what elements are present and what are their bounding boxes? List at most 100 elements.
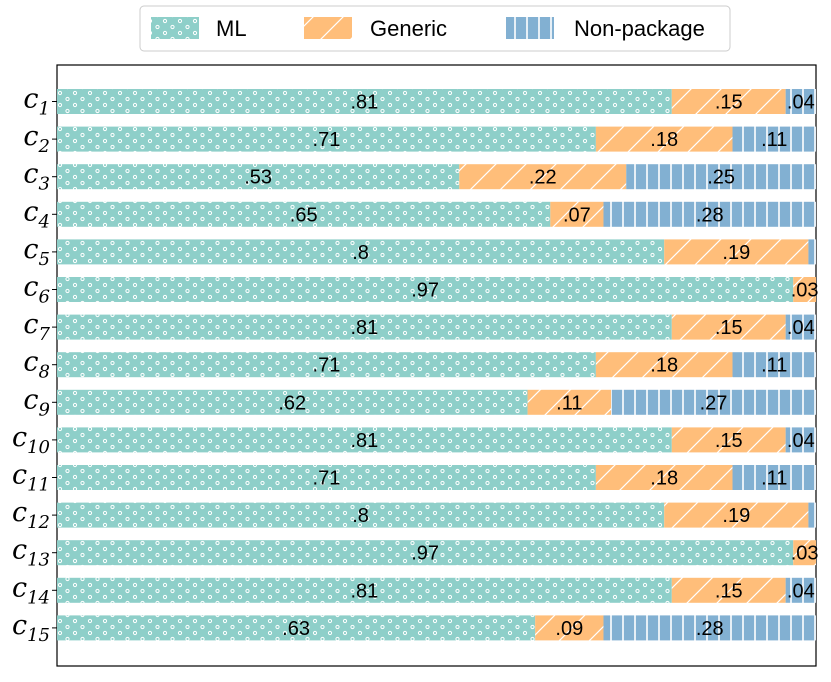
- bar-label-ml-c6: .97: [411, 280, 439, 302]
- y-tick-label-c7: c7: [23, 309, 50, 345]
- bar-label-non-package-c2: .11: [761, 129, 787, 151]
- bar-label-ml-c14: .81: [350, 580, 378, 602]
- bar-label-generic-c4: .07: [563, 204, 591, 226]
- bar-label-ml-c9: .62: [278, 392, 306, 414]
- bar-segment-non-package-c3: [626, 164, 816, 190]
- bar-label-ml-c2: .71: [313, 129, 341, 151]
- y-tick-label-c13: c13: [12, 535, 50, 571]
- bar-segment-non-package-c12: [808, 502, 816, 528]
- y-tick-label-c5: c5: [23, 234, 50, 270]
- legend-swatch-non-package: [506, 17, 554, 39]
- bar-label-ml-c5: .8: [352, 242, 369, 264]
- bar-label-ml-c3: .53: [244, 167, 272, 189]
- y-tick-label-c3: c3: [23, 159, 50, 195]
- bar-segment-generic-c5: [664, 239, 809, 265]
- bar-label-generic-c10: .15: [715, 430, 743, 452]
- bar-segment-generic-c12: [664, 502, 809, 528]
- y-tick-label-c2: c2: [23, 121, 50, 157]
- bar-segment-ml-c2: [57, 126, 596, 152]
- bar-segment-non-package-c10: [785, 427, 816, 453]
- y-tick-label-c14: c14: [12, 572, 50, 608]
- bar-segment-non-package-c1: [785, 89, 816, 114]
- bar-label-generic-c5: .19: [722, 242, 750, 264]
- bar-segment-generic-c6: [793, 277, 816, 302]
- legend: ML Generic Non-package: [139, 5, 731, 52]
- bar-label-generic-c12: .19: [722, 505, 750, 527]
- bar-label-generic-c2: .18: [650, 129, 678, 151]
- bar-segment-ml-c5: [57, 239, 665, 265]
- y-tick-label-c4: c4: [23, 196, 50, 232]
- bar-label-ml-c7: .81: [350, 317, 378, 339]
- bar-label-ml-c13: .97: [411, 543, 439, 565]
- bar-segment-ml-c10: [57, 427, 672, 453]
- bar-segment-generic-c9: [527, 389, 612, 415]
- bar-label-ml-c10: .81: [350, 430, 378, 452]
- bar-segment-non-package-c4: [603, 201, 816, 227]
- bar-segment-ml-c3: [57, 164, 460, 190]
- bar-segment-generic-c2: [595, 126, 733, 152]
- bar-segment-non-package-c14: [785, 577, 816, 603]
- bars-layer: [57, 89, 816, 641]
- bar-label-generic-c1: .15: [715, 92, 743, 114]
- bar-label-non-package-c4: .28: [696, 204, 724, 226]
- segment-labels-layer: .81 .15 .04 .71 .18 .11 .53 .22 .25 .65 .07 .28 .8 .1…: [244, 92, 818, 640]
- bar-label-non-package-c15: .28: [696, 618, 724, 640]
- bar-segment-ml-c13: [57, 540, 794, 566]
- bar-label-non-package-c3: .25: [707, 167, 735, 189]
- bar-label-ml-c1: .81: [350, 92, 378, 114]
- legend-swatch-ml: [151, 17, 199, 39]
- bar-segment-generic-c10: [671, 427, 786, 453]
- bar-label-generic-c3: .22: [529, 167, 557, 189]
- bar-label-non-package-c10: .04: [787, 430, 815, 452]
- y-tick-label-c15: c15: [12, 610, 50, 646]
- bar-segment-ml-c6: [57, 277, 794, 302]
- bar-segment-generic-c1: [671, 89, 786, 114]
- bar-label-generic-c14: .15: [715, 580, 743, 602]
- bar-label-generic-c7: .15: [715, 317, 743, 339]
- bar-segment-generic-c13: [793, 540, 816, 566]
- y-tick-label-c6: c6: [23, 272, 50, 308]
- legend-label-ml: ML: [216, 16, 247, 41]
- bar-label-generic-c9: .11: [556, 392, 582, 414]
- bar-label-generic-c15: .09: [555, 618, 583, 640]
- y-tick-label-c11: c11: [12, 460, 50, 496]
- y-tick-label-c9: c9: [23, 384, 50, 420]
- legend-frame: [139, 5, 731, 52]
- bar-segment-ml-c9: [57, 389, 528, 415]
- bar-label-ml-c4: .65: [290, 204, 318, 226]
- bar-label-generic-c6: .03: [791, 280, 819, 302]
- bar-segment-generic-c3: [459, 164, 627, 190]
- bar-label-non-package-c9: .27: [700, 392, 728, 414]
- bar-label-non-package-c14: .04: [787, 580, 815, 602]
- bar-segment-non-package-c11: [732, 465, 816, 490]
- bar-label-non-package-c7: .04: [787, 317, 815, 339]
- bar-segment-non-package-c7: [785, 314, 816, 340]
- bar-segment-ml-c12: [57, 502, 665, 528]
- bar-segment-generic-c8: [595, 352, 733, 378]
- bar-segment-generic-c4: [550, 201, 604, 227]
- y-tick-label-c1: c1: [23, 84, 50, 120]
- bar-label-non-package-c11: .11: [761, 468, 787, 490]
- bar-label-non-package-c8: .11: [761, 355, 787, 377]
- bar-segment-ml-c14: [57, 577, 672, 603]
- bar-segment-non-package-c5: [808, 239, 816, 265]
- y-tick-label-c12: c12: [12, 497, 50, 533]
- y-tick-label-c10: c10: [12, 422, 50, 458]
- bar-segment-ml-c7: [57, 314, 672, 340]
- legend-swatch-generic: [304, 17, 352, 39]
- bar-label-ml-c15: .63: [282, 618, 310, 640]
- bar-label-ml-c11: .71: [313, 468, 341, 490]
- bar-label-generic-c8: .18: [650, 355, 678, 377]
- bar-label-ml-c12: .8: [352, 505, 369, 527]
- bar-label-non-package-c1: .04: [787, 92, 815, 114]
- bar-segment-ml-c15: [57, 615, 536, 641]
- bar-segment-non-package-c8: [732, 352, 816, 378]
- bar-segment-ml-c11: [57, 465, 596, 490]
- bar-segment-ml-c8: [57, 352, 596, 378]
- bar-segment-non-package-c9: [611, 389, 816, 415]
- bar-segment-ml-c4: [57, 201, 551, 227]
- bar-segment-generic-c15: [535, 615, 604, 641]
- bar-label-ml-c8: .71: [313, 355, 341, 377]
